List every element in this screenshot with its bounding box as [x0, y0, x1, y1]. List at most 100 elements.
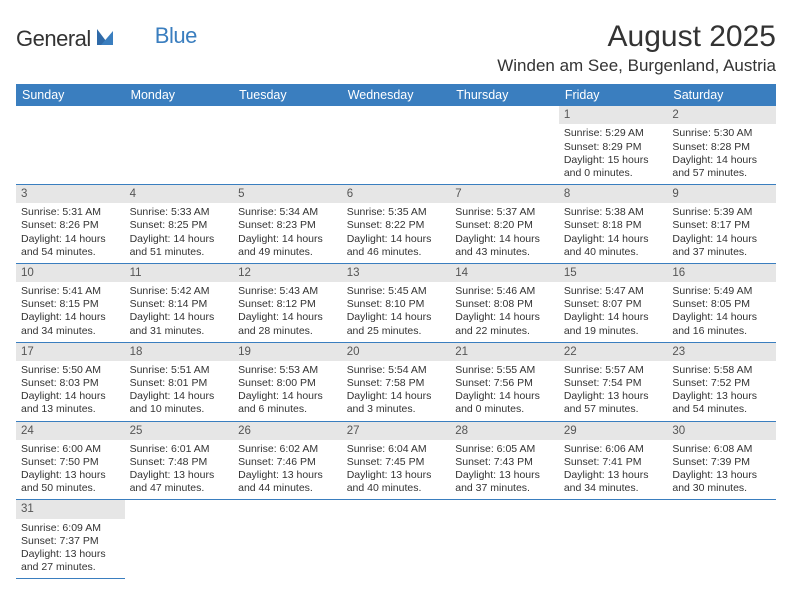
calendar-row: 31Sunrise: 6:09 AMSunset: 7:37 PMDayligh…: [16, 500, 776, 579]
daylight-text-2: and 19 minutes.: [564, 325, 663, 338]
sunset-text: Sunset: 8:14 PM: [130, 298, 229, 311]
day-details: Sunrise: 5:41 AMSunset: 8:15 PMDaylight:…: [16, 282, 125, 342]
calendar-row: 1Sunrise: 5:29 AMSunset: 8:29 PMDaylight…: [16, 106, 776, 184]
day-details: Sunrise: 5:37 AMSunset: 8:20 PMDaylight:…: [450, 203, 559, 263]
day-number: 3: [16, 185, 125, 203]
daylight-text-1: Daylight: 14 hours: [21, 390, 120, 403]
sunset-text: Sunset: 7:54 PM: [564, 377, 663, 390]
calendar-cell: [125, 106, 234, 184]
day-number: 31: [16, 500, 125, 518]
day-number: 4: [125, 185, 234, 203]
day-details: Sunrise: 6:02 AMSunset: 7:46 PMDaylight:…: [233, 440, 342, 500]
daylight-text-2: and 46 minutes.: [347, 246, 446, 259]
day-number: 29: [559, 422, 668, 440]
sunset-text: Sunset: 7:50 PM: [21, 456, 120, 469]
daylight-text-2: and 37 minutes.: [455, 482, 554, 495]
calendar-row: 24 Sunrise: 6:00 AMSunset: 7:50 PM Dayligh…: [16, 421, 776, 500]
calendar-cell: 8Sunrise: 5:38 AMSunset: 8:18 PMDaylight…: [559, 184, 668, 263]
sunset-text: Sunset: 7:46 PM: [238, 456, 337, 469]
sunrise-text: Sunrise: 5:45 AM: [347, 285, 446, 298]
sunset-text: Sunset: 8:28 PM: [672, 141, 771, 154]
day-number: 28: [450, 422, 559, 440]
daylight-text-2: and 10 minutes.: [130, 403, 229, 416]
sunrise-text: Sunrise: 5:43 AM: [238, 285, 337, 298]
day-details: Sunrise: 6:09 AMSunset: 7:37 PMDaylight:…: [16, 519, 125, 579]
day-details: Sunrise: 5:35 AMSunset: 8:22 PMDaylight:…: [342, 203, 451, 263]
sunset-text: Sunset: 7:58 PM: [347, 377, 446, 390]
day-details: Sunrise: 5:42 AMSunset: 8:14 PMDaylight:…: [125, 282, 234, 342]
daylight-text-1: Daylight: 14 hours: [238, 311, 337, 324]
day-number: 24: [16, 422, 125, 440]
sunrise-text: Sunrise: 6:04 AM: [347, 443, 446, 456]
sunrise-text: Sunrise: 6:01 AM: [130, 443, 229, 456]
daylight-text-2: and 25 minutes.: [347, 325, 446, 338]
daylight-text-1: Daylight: 13 hours: [130, 469, 229, 482]
day-details: Sunrise: 5:51 AMSunset: 8:01 PMDaylight:…: [125, 361, 234, 421]
calendar-row: 17Sunrise: 5:50 AMSunset: 8:03 PMDayligh…: [16, 342, 776, 421]
sunset-text: Sunset: 8:07 PM: [564, 298, 663, 311]
daylight-text-2: and 40 minutes.: [347, 482, 446, 495]
daylight-text-2: and 27 minutes.: [21, 561, 120, 574]
col-wednesday: Wednesday: [342, 84, 451, 106]
daylight-text-1: Daylight: 13 hours: [21, 548, 120, 561]
day-number: 15: [559, 264, 668, 282]
calendar-cell: 22Sunrise: 5:57 AMSunset: 7:54 PMDayligh…: [559, 342, 668, 421]
day-details: Sunrise: 6:05 AMSunset: 7:43 PMDaylight:…: [450, 440, 559, 500]
calendar-cell: 2Sunrise: 5:30 AMSunset: 8:28 PMDaylight…: [667, 106, 776, 184]
day-number: 22: [559, 343, 668, 361]
daylight-text-2: and 54 minutes.: [672, 403, 771, 416]
sunset-text: Sunset: 8:01 PM: [130, 377, 229, 390]
sunrise-text: Sunrise: 6:00 AM: [21, 443, 120, 456]
daylight-text-2: and 16 minutes.: [672, 325, 771, 338]
logo-text-blue: Blue: [155, 23, 197, 49]
sunrise-text: Sunrise: 5:31 AM: [21, 206, 120, 219]
sunrise-text: Sunrise: 5:42 AM: [130, 285, 229, 298]
calendar-cell: 24Sunrise: 6:00 AMSunset: 7:50 PMDayligh…: [16, 421, 125, 500]
daylight-text-1: Daylight: 14 hours: [130, 390, 229, 403]
day-details: Sunrise: 5:50 AMSunset: 8:03 PMDaylight:…: [16, 361, 125, 421]
daylight-text-1: Daylight: 14 hours: [455, 233, 554, 246]
day-number: 25: [125, 422, 234, 440]
day-details: Sunrise: 5:38 AMSunset: 8:18 PMDaylight:…: [559, 203, 668, 263]
sunset-text: Sunset: 7:45 PM: [347, 456, 446, 469]
day-number: 26: [233, 422, 342, 440]
sunrise-text: Sunrise: 5:39 AM: [672, 206, 771, 219]
day-number: 7: [450, 185, 559, 203]
calendar-cell: 21Sunrise: 5:55 AMSunset: 7:56 PMDayligh…: [450, 342, 559, 421]
daylight-text-1: Daylight: 14 hours: [238, 233, 337, 246]
sunset-text: Sunset: 7:37 PM: [21, 535, 120, 548]
daylight-text-2: and 28 minutes.: [238, 325, 337, 338]
daylight-text-2: and 0 minutes.: [455, 403, 554, 416]
sunset-text: Sunset: 8:10 PM: [347, 298, 446, 311]
daylight-text-2: and 0 minutes.: [564, 167, 663, 180]
calendar-cell: [125, 500, 234, 579]
day-number: 20: [342, 343, 451, 361]
calendar-cell: 1Sunrise: 5:29 AMSunset: 8:29 PMDaylight…: [559, 106, 668, 184]
daylight-text-2: and 57 minutes.: [672, 167, 771, 180]
daylight-text-1: Daylight: 14 hours: [672, 154, 771, 167]
day-number: 17: [16, 343, 125, 361]
daylight-text-1: Daylight: 14 hours: [21, 311, 120, 324]
sunset-text: Sunset: 8:29 PM: [564, 141, 663, 154]
daylight-text-2: and 34 minutes.: [21, 325, 120, 338]
calendar-cell: 18Sunrise: 5:51 AMSunset: 8:01 PMDayligh…: [125, 342, 234, 421]
sunrise-text: Sunrise: 5:55 AM: [455, 364, 554, 377]
day-number: 16: [667, 264, 776, 282]
daylight-text-2: and 34 minutes.: [564, 482, 663, 495]
daylight-text-1: Daylight: 13 hours: [672, 390, 771, 403]
sunrise-text: Sunrise: 5:37 AM: [455, 206, 554, 219]
day-details: Sunrise: 5:39 AMSunset: 8:17 PMDaylight:…: [667, 203, 776, 263]
day-number: 21: [450, 343, 559, 361]
calendar-cell: 13Sunrise: 5:45 AMSunset: 8:10 PMDayligh…: [342, 263, 451, 342]
calendar-cell: [233, 500, 342, 579]
daylight-text-1: Daylight: 14 hours: [238, 390, 337, 403]
calendar-cell: 27Sunrise: 6:04 AMSunset: 7:45 PMDayligh…: [342, 421, 451, 500]
calendar-row: 3Sunrise: 5:31 AMSunset: 8:26 PMDaylight…: [16, 184, 776, 263]
day-number: 11: [125, 264, 234, 282]
daylight-text-2: and 31 minutes.: [130, 325, 229, 338]
sunrise-text: Sunrise: 5:47 AM: [564, 285, 663, 298]
daylight-text-2: and 22 minutes.: [455, 325, 554, 338]
day-details: Sunrise: 5:53 AMSunset: 8:00 PMDaylight:…: [233, 361, 342, 421]
day-details: Sunrise: 5:31 AMSunset: 8:26 PMDaylight:…: [16, 203, 125, 263]
daylight-text-1: Daylight: 14 hours: [672, 233, 771, 246]
